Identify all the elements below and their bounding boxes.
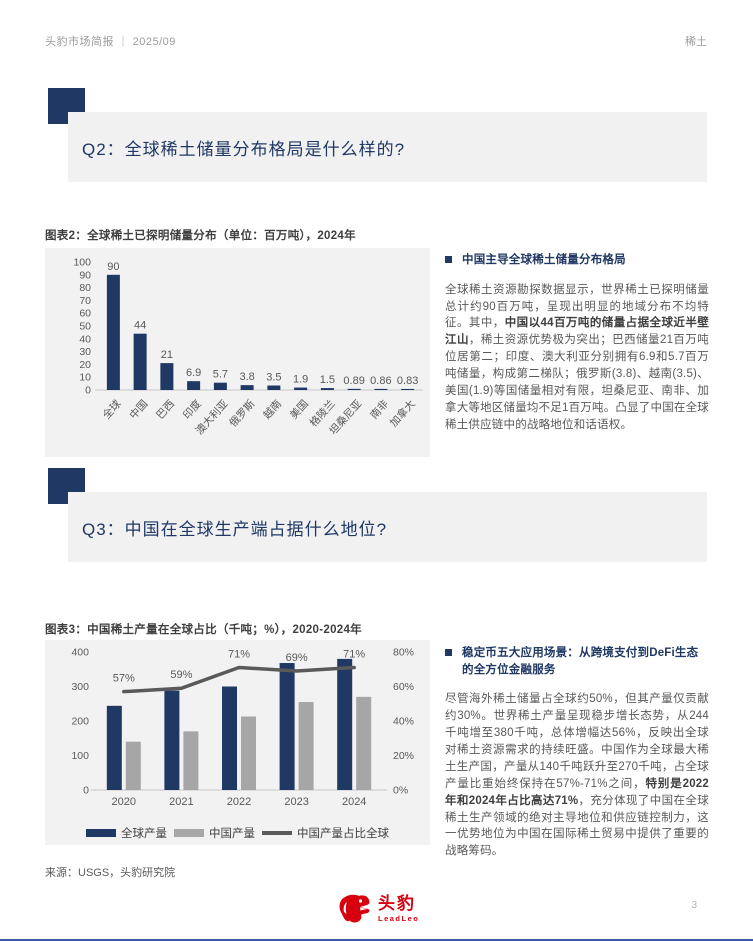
leadleo-leopard-icon [339,894,370,923]
legend-label-global: 全球产量 [121,828,167,840]
q2-banner: Q2：全球稀土储量分布格局是什么样的? [68,112,707,182]
svg-text:2021: 2021 [169,796,193,808]
svg-text:100: 100 [73,257,91,269]
svg-text:越南: 越南 [260,397,284,421]
svg-text:0: 0 [83,785,89,797]
svg-text:5.7: 5.7 [213,369,228,381]
svg-text:21: 21 [161,349,173,361]
legend-item-global: 全球产量 [86,825,167,841]
svg-text:0.83: 0.83 [397,375,418,387]
legend-item-china: 中国产量 [174,825,255,841]
svg-text:2023: 2023 [284,796,308,808]
svg-text:71%: 71% [343,649,365,661]
q3-banner: Q3：中国在全球生产端占据什么地位? [68,492,707,562]
production-combo-chart: 0 100 200 300 400 0% 20% 40% 60% 80% 57% 59% 71% 69% 7… [45,640,430,845]
svg-text:南非: 南非 [367,397,391,422]
svg-text:加拿大: 加拿大 [387,397,418,429]
svg-text:3.8: 3.8 [239,371,254,383]
brand-text: 头豹 LeadLeo [378,895,419,923]
svg-text:美国: 美国 [287,397,311,421]
legend-label-china: 中国产量 [209,828,255,840]
svg-text:20%: 20% [393,750,414,762]
svg-text:1.5: 1.5 [320,374,335,386]
legend-label-ratio: 中国产量占比全球 [297,828,389,840]
legend-item-ratio: 中国产量占比全球 [262,825,389,841]
q2-panel-heading-text: 中国主导全球稀土储量分布格局 [462,254,626,266]
q3-analysis-panel: 稳定币五大应用场景：从跨境支付到DeFi生态的全方位金融服务 尽管海外稀土储量占… [445,645,709,860]
svg-text:60: 60 [79,308,91,320]
svg-text:6.9: 6.9 [186,367,201,379]
svg-text:44: 44 [134,320,146,332]
chart3-legend: 全球产量 中国产量 中国产量占比全球 [45,817,430,849]
report-header-title: 头豹市场简报 ｜ 2025/09 [45,36,176,48]
q3-panel-heading-text: 稳定币五大应用场景：从跨境支付到DeFi生态的全方位金融服务 [462,647,699,676]
svg-text:90: 90 [79,269,91,281]
svg-text:40: 40 [79,333,91,345]
brand-name-cn: 头豹 [378,894,416,914]
svg-text:80%: 80% [393,647,414,659]
svg-text:90: 90 [107,261,119,273]
svg-text:70: 70 [79,295,91,307]
brand-name-en: LeadLeo [378,914,420,924]
svg-text:0.86: 0.86 [370,375,391,387]
svg-text:2024: 2024 [342,796,366,808]
svg-text:400: 400 [71,647,89,659]
svg-text:40%: 40% [393,716,414,728]
svg-text:100: 100 [71,750,89,762]
source-note: 来源：USGS，头豹研究院 [45,867,176,879]
ratio-line-swatch-icon [262,831,292,835]
global-output-swatch-icon [86,829,116,837]
q2-panel-paragraph: 全球稀土资源勘探数据显示，世界稀土已探明储量总计约90百万吨，呈现出明显的地域分… [445,283,710,431]
svg-text:20: 20 [79,359,91,371]
china-output-swatch-icon [174,829,204,837]
production-combo-chart-svg: 0 100 200 300 400 0% 20% 40% 60% 80% 57% 59% 71% 69% 7… [71,647,414,809]
q2-panel-heading: 中国主导全球稀土储量分布格局 [445,252,709,269]
svg-text:印度: 印度 [180,397,204,422]
svg-text:3.5: 3.5 [266,372,281,384]
svg-text:0: 0 [85,385,91,397]
svg-text:80: 80 [79,282,91,294]
svg-text:0%: 0% [393,785,408,797]
leadleo-logo: 头豹 LeadLeo [336,892,419,926]
q2-analysis-panel: 中国主导全球稀土储量分布格局 全球稀土资源勘探数据显示，世界稀土已探明储量总计约… [445,252,709,434]
svg-text:200: 200 [71,716,89,728]
q2-title: Q2：全球稀土储量分布格局是什么样的? [82,139,406,159]
svg-text:69%: 69% [286,652,308,664]
svg-text:59%: 59% [170,669,192,681]
page-number: 3 [691,900,697,911]
bullet-square-icon [445,649,452,656]
svg-text:巴西: 巴西 [154,398,177,422]
q3-panel-paragraph: 尽管海外稀土储量占全球约50%，但其产量仅贡献约30%。世界稀土产量呈现稳步增长… [445,693,710,858]
svg-text:10: 10 [79,372,91,384]
svg-text:2022: 2022 [227,796,251,808]
q3-panel-heading: 稳定币五大应用场景：从跨境支付到DeFi生态的全方位金融服务 [445,645,709,678]
reserves-bar-chart: 0 10 20 30 40 50 60 70 80 90 100 90 全球 44 中国 21 巴西 6.9 印度 5… [45,248,430,457]
svg-text:50: 50 [79,321,91,333]
svg-text:2020: 2020 [112,796,136,808]
svg-text:71%: 71% [228,649,250,661]
svg-text:中国: 中国 [127,397,151,421]
figure2-caption: 图表2：全球稀土已探明储量分布（单位：百万吨），2024年 [45,230,356,242]
svg-text:1.9: 1.9 [293,374,308,386]
svg-text:60%: 60% [393,681,414,693]
svg-text:30: 30 [79,346,91,358]
svg-text:0.89: 0.89 [343,375,364,387]
report-header-topic: 稀土 [685,36,707,48]
q3-title: Q3：中国在全球生产端占据什么地位? [82,519,388,539]
figure3-caption: 图表3：中国稀土产量在全球占比（千吨；%），2020-2024年 [45,624,362,636]
svg-text:全球: 全球 [100,397,124,422]
bottom-rule [0,939,753,941]
svg-text:俄罗斯: 俄罗斯 [227,397,258,429]
svg-text:300: 300 [71,681,89,693]
svg-text:57%: 57% [113,673,135,685]
bullet-square-icon [445,256,452,263]
